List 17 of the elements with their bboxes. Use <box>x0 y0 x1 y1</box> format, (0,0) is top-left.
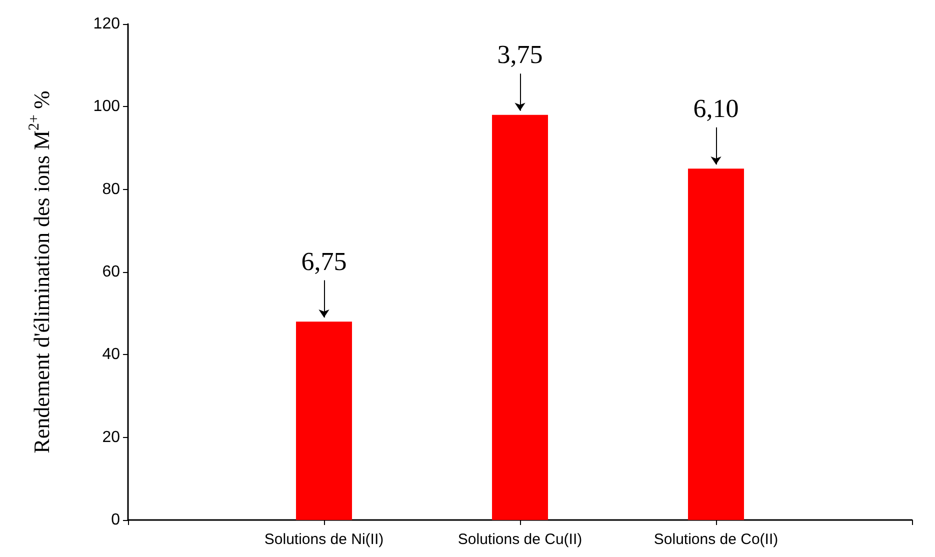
y-tick-label: 40 <box>102 346 120 364</box>
y-tick-label: 80 <box>102 180 120 198</box>
bar <box>492 114 548 520</box>
y-tick-label: 20 <box>102 428 120 446</box>
x-tick-label: Solutions de Co(II) <box>654 531 778 548</box>
annotation: 6,10 <box>693 94 739 123</box>
bar <box>296 322 352 520</box>
annotation: 3,75 <box>497 40 543 70</box>
bar <box>688 168 744 520</box>
y-tick-label: 100 <box>93 98 120 116</box>
x-tick-label: Solutions de Cu(II) <box>458 531 582 548</box>
y-tick-label: 120 <box>93 16 120 32</box>
y-tick-label: 60 <box>102 264 120 280</box>
y-axis-title: Rendement d'élimination des ions M2+ % <box>26 90 54 454</box>
annotation: 6,75 <box>301 246 347 276</box>
x-tick-label: Solutions de Ni(II) <box>264 531 384 548</box>
y-tick-label: 0 <box>111 512 120 528</box>
